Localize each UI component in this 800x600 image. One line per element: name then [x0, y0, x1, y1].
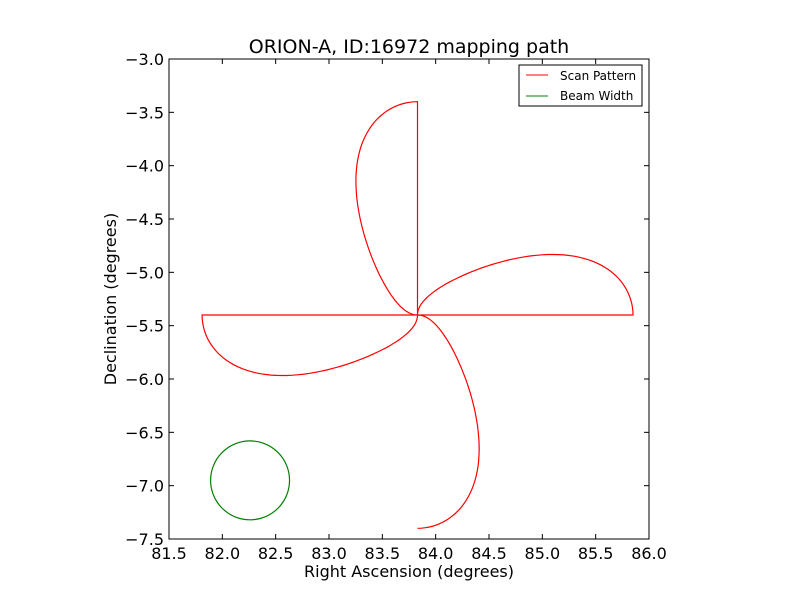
x-tick-label: 86.0 — [631, 544, 667, 563]
x-tick-label: 85.5 — [578, 544, 614, 563]
y-tick-label: −4.0 — [125, 157, 164, 176]
x-tick-label: 83.0 — [311, 544, 347, 563]
y-tick-label: −6.5 — [125, 423, 164, 442]
x-axis-label: Right Ascension (degrees) — [304, 562, 514, 581]
y-tick-label: −5.0 — [125, 263, 164, 282]
x-tick-label: 82.5 — [258, 544, 294, 563]
x-tick-label: 81.5 — [151, 544, 187, 563]
plot-frame — [168, 58, 650, 540]
chart-title: ORION-A, ID:16972 mapping path — [249, 36, 569, 58]
y-tick-label: −5.5 — [125, 317, 164, 336]
series-layer — [201, 101, 634, 529]
y-tick-label: −6.0 — [125, 370, 164, 389]
series-beam-width-circle — [210, 440, 291, 521]
legend-box — [518, 64, 643, 107]
x-tick-label: 85.0 — [525, 544, 561, 563]
tick-layer: 81.5 82.0 82.5 83.0 83.5 84.0 84.5 85.0 85.5 86.0… — [125, 50, 667, 563]
y-axis-label: Declination (degrees) — [101, 213, 120, 385]
x-tick-label: 83.5 — [365, 544, 401, 563]
legend-label-scan-pattern: Scan Pattern — [560, 69, 636, 83]
y-tick-label: −3.0 — [125, 50, 164, 69]
x-tick-label: 84.5 — [471, 544, 507, 563]
y-tick-label: −4.5 — [125, 210, 164, 229]
legend: Scan Pattern Beam Width — [518, 64, 643, 107]
legend-label-beam-width: Beam Width — [560, 89, 633, 103]
plot-background — [169, 59, 649, 539]
y-tick-label: −7.0 — [125, 477, 164, 496]
x-tick-label: 84.0 — [418, 544, 454, 563]
y-tick-label: −3.5 — [125, 103, 164, 122]
series-scan-pattern-line — [201, 101, 634, 529]
x-tick-label: 82.0 — [205, 544, 241, 563]
y-tick-label: −7.5 — [125, 530, 164, 549]
